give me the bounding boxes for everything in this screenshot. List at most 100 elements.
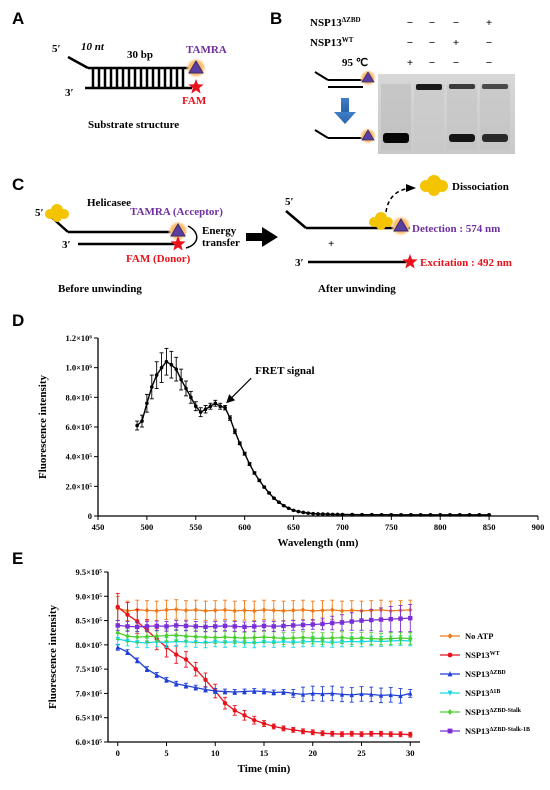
x-axis-title: Wavelength (nm) bbox=[278, 537, 359, 549]
data-point bbox=[213, 624, 218, 629]
data-point bbox=[320, 621, 325, 627]
data-point bbox=[330, 690, 335, 696]
data-point bbox=[252, 608, 257, 614]
data-point bbox=[399, 513, 403, 517]
data-point bbox=[349, 607, 354, 614]
y-tick-label: 8.0×10⁵ bbox=[75, 640, 102, 650]
data-point bbox=[369, 691, 374, 697]
data-point bbox=[232, 689, 237, 695]
ss-schematic-overhang bbox=[314, 129, 329, 139]
panel-c: C 5′ 3′ Helicasee TAMRA (Acceptor) FAM (… bbox=[12, 175, 512, 295]
data-point bbox=[349, 731, 354, 736]
data-point bbox=[277, 500, 281, 505]
data-point bbox=[321, 512, 325, 516]
data-point bbox=[389, 512, 394, 517]
gel-row-label: NSP13WT bbox=[310, 36, 354, 49]
data-point bbox=[438, 513, 443, 517]
data-point bbox=[242, 607, 247, 614]
helicase-cloud-icon bbox=[45, 204, 69, 222]
kinetics-legend: No ATP NSP13WT NSP13ΔZBD NSP13Δ1B NSP13ΔZBD-… bbox=[440, 631, 530, 736]
data-point bbox=[388, 692, 393, 698]
data-point bbox=[408, 635, 413, 642]
y-tick-label: 8.5×10⁵ bbox=[75, 616, 102, 626]
data-point bbox=[339, 691, 345, 697]
before-unwinding-label: Before unwinding bbox=[58, 283, 142, 295]
data-point bbox=[310, 690, 315, 696]
data-point bbox=[222, 623, 228, 629]
data-point bbox=[271, 607, 276, 614]
data-point bbox=[291, 727, 296, 733]
data-point bbox=[252, 717, 257, 723]
data-point bbox=[408, 615, 413, 621]
legend-label-sup: ΔZBD-Stalk bbox=[490, 708, 522, 714]
x-axis-title: Time (min) bbox=[238, 763, 291, 775]
y-tick-label: 6.5×10⁶ bbox=[75, 713, 102, 723]
x-tick-label: 450 bbox=[92, 522, 105, 532]
legend-label-sup: ΔZBD bbox=[490, 670, 507, 676]
data-point bbox=[135, 624, 140, 630]
data-point bbox=[252, 624, 257, 629]
data-point bbox=[320, 731, 325, 736]
y-tick-label: 8.0×10⁵ bbox=[65, 392, 92, 402]
gel-sign: − bbox=[429, 57, 435, 69]
data-point bbox=[267, 491, 271, 495]
data-point bbox=[218, 404, 223, 409]
data-point bbox=[349, 619, 354, 624]
data-point bbox=[408, 732, 413, 737]
annotation-arrowhead-icon bbox=[226, 394, 236, 404]
process-arrow-shaft bbox=[246, 233, 264, 241]
data-point bbox=[154, 623, 159, 629]
data-point bbox=[388, 616, 393, 622]
data-point bbox=[339, 732, 345, 737]
data-point bbox=[330, 620, 335, 626]
legend-label: NSP13WT bbox=[465, 650, 500, 660]
data-point bbox=[339, 634, 345, 641]
data-point bbox=[349, 692, 354, 698]
data-point bbox=[140, 419, 144, 423]
data-point bbox=[281, 503, 286, 508]
data-point bbox=[398, 635, 403, 641]
gel-sign: + bbox=[407, 57, 413, 69]
data-point bbox=[183, 607, 189, 614]
data-point bbox=[447, 709, 453, 715]
data-point bbox=[183, 657, 189, 662]
data-point bbox=[144, 640, 150, 646]
data-point bbox=[115, 630, 120, 636]
data-point bbox=[125, 624, 130, 629]
excitation-label: Excitation : 492 nm bbox=[420, 257, 512, 269]
data-point bbox=[169, 362, 174, 367]
data-point bbox=[237, 441, 242, 446]
data-point bbox=[457, 513, 462, 517]
c-three-prime-right: 3′ bbox=[295, 257, 304, 269]
data-point bbox=[360, 512, 364, 517]
data-point bbox=[242, 635, 247, 641]
blue-arrow-shaft bbox=[341, 98, 349, 112]
data-point bbox=[339, 620, 345, 625]
data-point bbox=[261, 607, 267, 613]
x-tick-label: 0 bbox=[116, 748, 120, 758]
data-point bbox=[271, 634, 276, 641]
gel-sign: − bbox=[486, 37, 492, 49]
data-point bbox=[203, 624, 208, 630]
data-point bbox=[242, 451, 247, 456]
ds-tamra-icon bbox=[361, 71, 375, 83]
data-point bbox=[330, 607, 335, 613]
x-tick-label: 700 bbox=[336, 522, 349, 532]
data-point bbox=[359, 691, 364, 697]
data-point bbox=[184, 386, 188, 391]
data-point bbox=[174, 632, 179, 638]
y-tick-label: 1.0×10⁶ bbox=[65, 363, 92, 373]
data-point bbox=[232, 708, 237, 713]
helicase-moving-icon bbox=[369, 212, 393, 230]
legend-label: No ATP bbox=[465, 631, 493, 641]
gel-band-ds-lane-4 bbox=[482, 84, 508, 89]
data-point bbox=[320, 691, 325, 697]
data-point bbox=[208, 404, 213, 409]
data-point bbox=[310, 622, 315, 627]
data-point bbox=[135, 423, 139, 428]
gel-sign: − bbox=[453, 17, 459, 29]
panel-e-letter: E bbox=[12, 549, 23, 568]
data-point bbox=[154, 608, 159, 614]
data-point bbox=[398, 732, 403, 737]
gel-sign: + bbox=[453, 37, 459, 49]
